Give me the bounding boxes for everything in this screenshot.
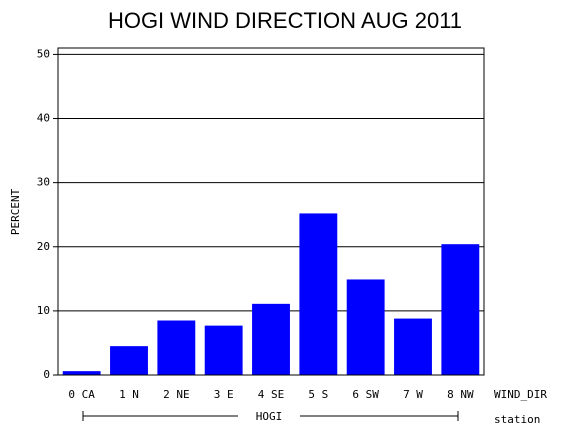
bar	[157, 320, 196, 375]
x-tick-label: 6 SW	[352, 388, 379, 401]
x-tick-label: 3 E	[214, 388, 234, 401]
bar	[394, 318, 432, 375]
bar	[204, 325, 243, 375]
y-tick-label: 0	[43, 368, 50, 381]
group-label: HOGI	[256, 410, 283, 423]
y-tick-label: 10	[37, 304, 50, 317]
group-axis-label: station	[494, 413, 540, 426]
x-tick-label: 5 S	[308, 388, 328, 401]
x-tick-label: 4 SE	[258, 388, 285, 401]
y-tick-label: 40	[37, 112, 50, 125]
x-tick-label: 0 CA	[68, 388, 95, 401]
x-tick-label: 1 N	[119, 388, 139, 401]
y-tick-label: 20	[37, 240, 50, 253]
bar	[441, 244, 480, 375]
bar	[62, 371, 101, 375]
x-axis-label: WIND_DIR	[494, 388, 547, 401]
y-tick-label: 50	[37, 47, 50, 60]
x-tick-label: 8 NW	[447, 388, 474, 401]
bar	[346, 279, 385, 375]
bar	[299, 213, 338, 375]
plot-frame	[57, 47, 485, 376]
y-tick-label: 30	[37, 176, 50, 189]
bar	[110, 346, 148, 375]
y-axis-label: PERCENT	[9, 188, 22, 235]
x-tick-label: 7 W	[403, 388, 423, 401]
bar	[252, 303, 290, 375]
chart-title: HOGI WIND DIRECTION AUG 2011	[108, 8, 462, 33]
x-tick-label: 2 NE	[163, 388, 190, 401]
